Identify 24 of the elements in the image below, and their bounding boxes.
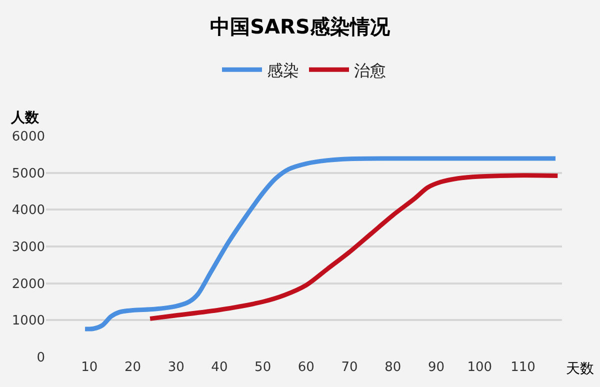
- y-tick-label: 0: [36, 350, 45, 366]
- x-tick-label: 20: [124, 360, 141, 375]
- line-series: [148, 173, 560, 321]
- x-tick-label: 50: [254, 360, 272, 375]
- x-tick-label: 80: [384, 360, 402, 375]
- x-tick-label: 40: [211, 360, 228, 375]
- y-tick-label: 3000: [12, 240, 45, 256]
- y-tick-label: 2000: [12, 276, 45, 292]
- y-tick-label: 5000: [12, 166, 45, 182]
- y-tick-label: 4000: [12, 203, 45, 218]
- x-tick-label: 110: [510, 360, 536, 375]
- x-tick-label: 90: [428, 360, 445, 375]
- x-tick-label: 60: [298, 360, 314, 375]
- legend-label: 感染: [267, 60, 299, 80]
- y-axis-title: 人数: [10, 110, 40, 126]
- y-tick-label: 1000: [12, 314, 45, 329]
- x-tick-label: 100: [467, 360, 492, 375]
- x-tick-label: 30: [168, 360, 184, 375]
- x-tick-label: 70: [341, 360, 358, 375]
- chart-title: 中国SARS感染情况: [210, 14, 391, 38]
- x-axis-title: 天数: [566, 361, 594, 377]
- y-tick-label: 6000: [12, 130, 45, 145]
- legend-label: 治愈: [354, 60, 386, 80]
- x-tick-label: 10: [81, 360, 98, 375]
